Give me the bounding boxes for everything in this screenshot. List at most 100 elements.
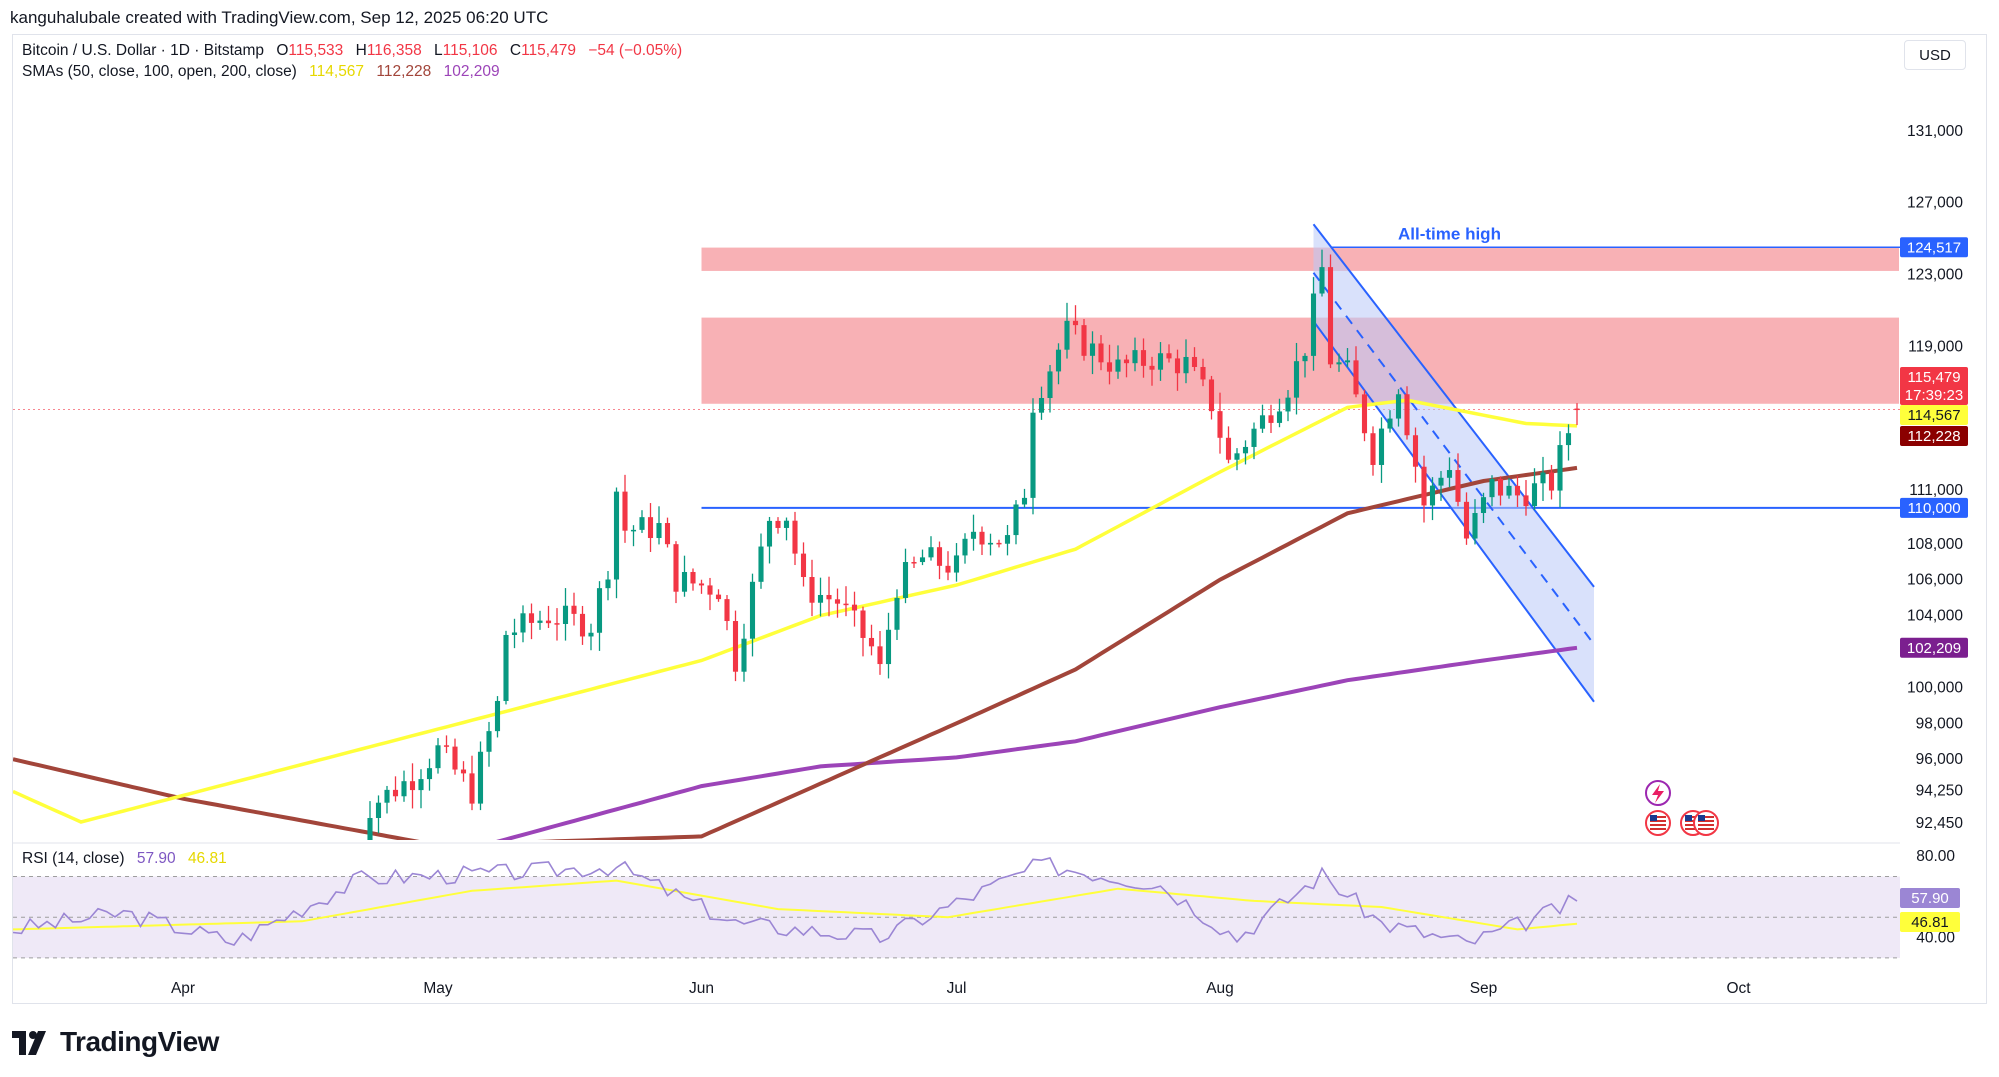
candle-body (545, 620, 552, 624)
candle (1268, 404, 1274, 434)
chart-credit: kanguhalubale created with TradingView.c… (10, 8, 549, 27)
candle-body (690, 571, 696, 584)
candle-body (911, 562, 917, 564)
candle (1021, 488, 1028, 508)
candles (367, 249, 1580, 840)
rsi-tag: 57.90 (1900, 888, 1960, 908)
candle (1234, 448, 1240, 471)
candle (647, 503, 654, 552)
candle-body (919, 557, 926, 563)
candle (953, 543, 960, 582)
currency-button[interactable]: USD (1904, 40, 1966, 70)
candle (1531, 468, 1538, 511)
candle (1055, 343, 1062, 385)
candle (384, 785, 390, 814)
candle-body (1285, 397, 1291, 412)
candle-body (418, 779, 424, 791)
low-value: 115,106 (442, 42, 498, 59)
candle-body (1446, 470, 1453, 478)
us-flag-icon-ring (1645, 810, 1671, 836)
high-value: 116,358 (366, 42, 422, 59)
rsi-label[interactable]: RSI (14, close) (22, 850, 125, 867)
candle-body (1370, 433, 1376, 465)
candle (1438, 471, 1444, 501)
candle-body (1540, 472, 1546, 484)
rsi-pane (13, 857, 1900, 959)
candle-body (860, 610, 866, 638)
candle-body (979, 531, 985, 545)
candle-body (1183, 356, 1189, 374)
candle-body (392, 789, 399, 797)
candle-body (800, 553, 807, 578)
sma-label[interactable]: SMAs (50, close, 100, open, 200, close) (22, 63, 297, 80)
candle-body (1514, 485, 1521, 496)
candle (409, 763, 416, 809)
candle (1387, 410, 1393, 433)
rsi-legend: RSI (14, close) 57.90 46.81 (22, 850, 227, 868)
candle (1030, 398, 1036, 515)
candle (1123, 354, 1130, 378)
candle-body (401, 781, 407, 797)
candle (656, 506, 662, 545)
sma-legend: SMAs (50, close, 100, open, 200, close) … (22, 63, 500, 81)
us-flag-icon[interactable] (1693, 810, 1719, 836)
candle (392, 776, 399, 802)
candle (1106, 344, 1113, 385)
candle-body (843, 603, 849, 606)
sma200-line (496, 645, 1578, 840)
candle (477, 741, 484, 811)
price-tag-bg (1900, 367, 1968, 405)
us-flag-icon-stripe (1650, 820, 1666, 822)
candle (783, 517, 790, 541)
symbol-name[interactable]: Bitcoin / U.S. Dollar · 1D · Bitstamp (22, 42, 265, 59)
candle-body (1064, 320, 1070, 350)
candle (630, 525, 637, 547)
candle (749, 573, 756, 657)
candle (1149, 356, 1155, 386)
candle-body (1506, 485, 1512, 496)
candle-body (1174, 358, 1181, 374)
candle-body (639, 517, 645, 530)
candle-body (1319, 267, 1325, 294)
rsi-tick-label: 80.00 (1916, 848, 1955, 865)
candle-body (749, 581, 756, 639)
open-label: O (276, 42, 289, 59)
candle (758, 533, 764, 589)
candle-body (605, 579, 611, 589)
candle-body (1523, 495, 1529, 507)
candle (1166, 344, 1172, 363)
candle (1072, 305, 1079, 335)
price-tick-label: 100,000 (1907, 679, 1963, 696)
candle (1395, 389, 1402, 427)
us-flag-icon-ring (1693, 810, 1719, 836)
open-value: 115,533 (288, 42, 344, 59)
candle (1361, 389, 1368, 442)
candle-body (962, 538, 968, 556)
candle (1259, 404, 1266, 433)
candle-body (503, 634, 509, 701)
price-tag: 114,567 (1900, 405, 1968, 425)
rsi-tag-bg (1900, 888, 1960, 908)
candle-body (588, 632, 594, 637)
candle-body (1166, 353, 1172, 359)
candle-body (1489, 478, 1495, 498)
candle-body (902, 562, 909, 598)
candle-body (1217, 411, 1223, 438)
candle (1285, 390, 1291, 422)
candle-body (681, 571, 688, 592)
candle (1446, 457, 1453, 488)
candle-body (1191, 356, 1198, 367)
change-value: −54 (−0.05%) (588, 42, 683, 59)
candle (919, 549, 926, 566)
candle (367, 801, 373, 840)
candle-body (766, 520, 773, 547)
candle (817, 577, 824, 617)
us-flag-icon[interactable] (1645, 810, 1671, 836)
candle-body (834, 599, 841, 604)
flash-event-icon[interactable] (1645, 780, 1671, 806)
candle-body (741, 638, 747, 672)
candle-body (1387, 418, 1393, 429)
time-tick-label: Oct (1726, 980, 1751, 997)
candle (928, 536, 934, 561)
